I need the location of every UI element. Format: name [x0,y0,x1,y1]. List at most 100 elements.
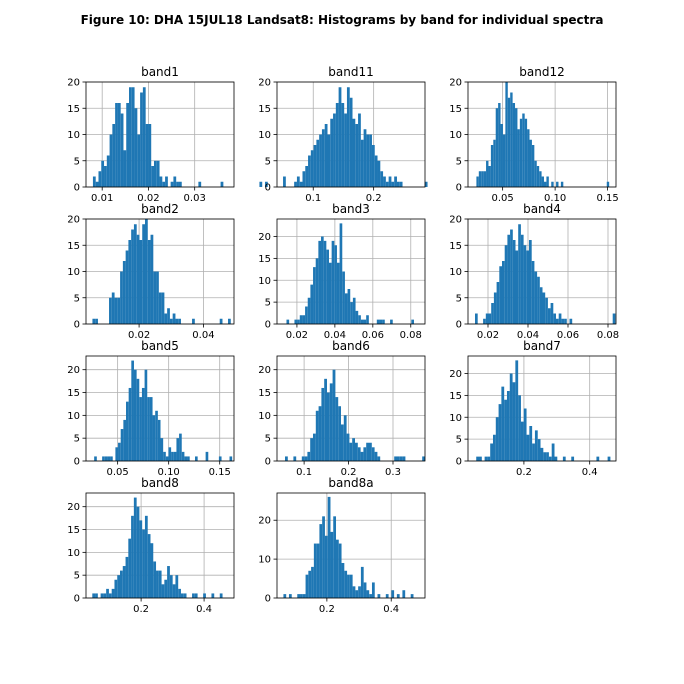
histogram-bar [479,456,482,461]
axes-frame [276,492,426,599]
histogram-bar [323,240,327,324]
histogram-bar [515,250,519,324]
histogram-bar [128,538,132,598]
histogram-bar [540,447,544,461]
histogram-bar [360,319,364,324]
panel-band6: 0.1 0.2 0.3 0 5 10 15 20 band6 [258,339,426,478]
histogram-bar [534,430,538,461]
histogram-bar [507,97,511,187]
histogram-bar [488,166,491,187]
histogram-bar [534,160,537,187]
histogram-bar [147,534,151,598]
histogram-bar [515,108,518,187]
x-tick-label: 0.02 [128,330,150,341]
histogram-bar [111,292,115,324]
y-tick-label: 10 [67,411,80,422]
histogram-bar [338,87,342,187]
histogram-bar [176,181,179,187]
histogram-bar [380,171,384,187]
histogram-bar [102,456,105,461]
histogram-bar [397,456,400,461]
histogram-bar [510,92,513,187]
histogram-bar [527,129,530,187]
histogram-bar [366,315,369,324]
histogram-bar [195,456,198,461]
x-tick-label: 0.08 [597,330,619,341]
y-tick-label: 0 [265,594,271,605]
x-tick-label: 0.04 [192,330,214,341]
histogram-bar [294,181,297,187]
y-tick-label: 10 [258,411,271,422]
y-tick-label: 10 [449,413,462,424]
histogram-bar [169,318,173,324]
histogram-bar [522,113,525,187]
histogram-bar [547,308,551,324]
histogram-bar [326,249,329,324]
histogram-bar [495,108,499,187]
histogram-bar [173,451,177,461]
histogram-bar [488,313,492,324]
histogram-bar [371,582,375,598]
histogram-bar [120,271,123,324]
histogram-bar [529,240,532,324]
histogram-bar [112,124,116,187]
histogram-bar [322,516,325,598]
histogram-bar [172,584,176,598]
x-tick-label: 0.2 [366,193,382,204]
histogram-bar [369,594,372,598]
histogram-bar [139,397,142,461]
histogram-bar [352,438,355,461]
histogram-bar [330,531,334,598]
histogram-bar [363,129,367,187]
histogram-bar [108,593,112,598]
histogram-bar [388,176,392,187]
histogram-bar [299,315,303,324]
histogram-bar [402,456,406,461]
histogram-bar [139,520,143,598]
histogram-bar [486,160,489,187]
histogram-bar [285,456,288,461]
histogram-bar [526,250,529,324]
histogram-bar [136,378,140,461]
y-tick-label: 20 [258,232,271,243]
histogram-bar [347,574,350,598]
histogram-bar [302,594,306,598]
y-tick-label: 5 [74,293,80,304]
histogram-bar [141,387,145,461]
histogram-bar [117,575,121,598]
histogram-bar [307,297,311,324]
histogram-bar [94,456,97,461]
y-tick-label: 0 [74,594,80,605]
histogram-bar [109,297,112,324]
x-tick-label: 0.3 [385,467,401,478]
y-tick-label: 20 [258,78,271,89]
histogram-bar [410,594,414,598]
histogram-bar [376,319,380,324]
histogram-bar [125,250,129,324]
y-tick-label: 0 [265,183,271,194]
histogram-bar [537,439,541,461]
histogram-bar [219,593,223,598]
x-tick-label: 0.2 [516,467,532,478]
histogram-bar [520,421,524,461]
y-tick-label: 5 [74,571,80,582]
histogram-bar [133,369,137,461]
histogram-bar [546,176,549,187]
y-tick-label: 5 [74,156,80,167]
panel-band4: 0.02 0.04 0.06 0.08 0 5 10 15 20 band4 [449,202,619,341]
y-tick-label: 15 [67,525,80,536]
histogram-bar [411,319,414,324]
histogram-bar [332,369,336,461]
y-tick-label: 15 [449,104,462,115]
histogram-bar [543,181,547,187]
histogram-bar [399,456,403,461]
histogram-bar [117,297,121,324]
histogram-bar [327,392,330,461]
histogram-bar [341,103,345,187]
histogram-bar [131,515,134,598]
histogram-bar [131,360,134,461]
histogram-bar [374,155,378,187]
histogram-bar [158,292,162,324]
histogram-bar [506,391,510,461]
histogram-bar [151,166,154,187]
